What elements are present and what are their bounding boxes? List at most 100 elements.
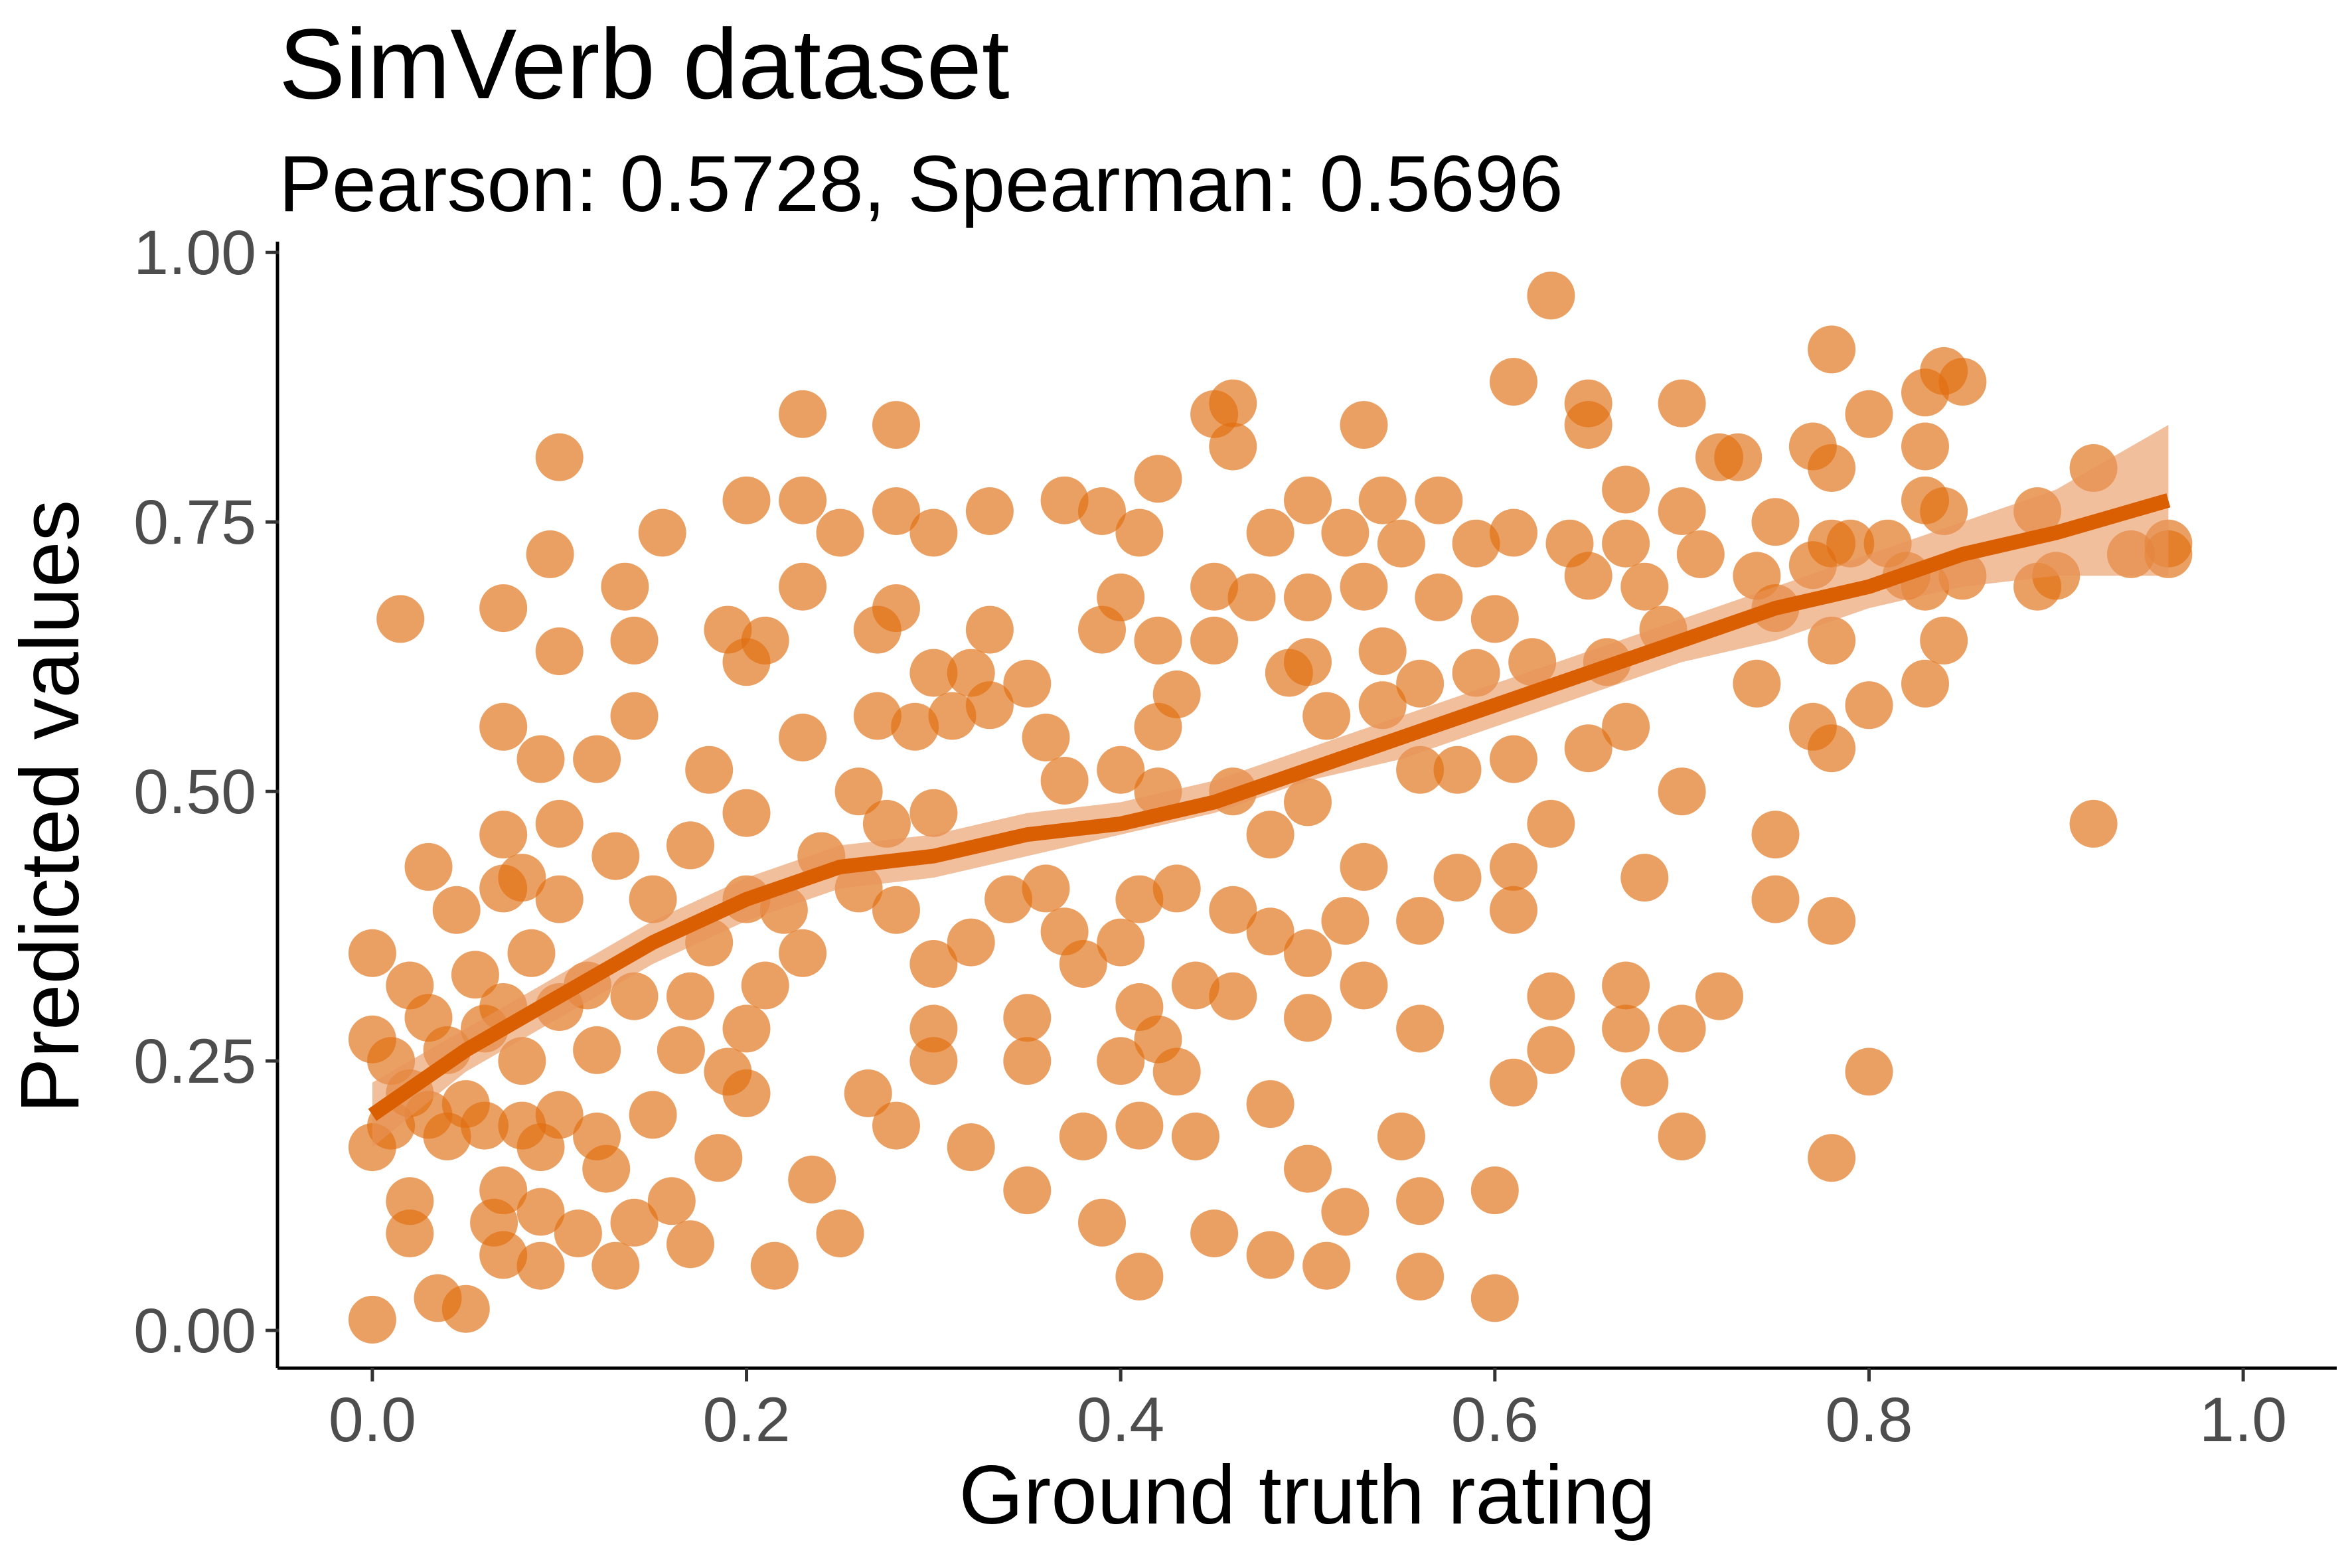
data-point: [984, 875, 1033, 923]
data-point: [872, 886, 920, 934]
data-point: [1901, 659, 1949, 708]
data-point: [1097, 1037, 1145, 1085]
y-axis-title: Predicted values: [4, 500, 96, 1113]
data-point: [1040, 757, 1089, 805]
data-point: [1396, 1177, 1445, 1225]
data-point: [535, 799, 584, 848]
data-point: [1059, 940, 1107, 988]
data-point: [1134, 455, 1182, 503]
data-point: [909, 649, 958, 697]
data-point: [1003, 1166, 1052, 1215]
data-point: [947, 918, 995, 967]
data-point: [816, 509, 864, 557]
data-point: [1415, 573, 1463, 621]
data-point: [722, 1069, 771, 1117]
data-point: [647, 1177, 696, 1225]
data-point: [610, 972, 659, 1020]
data-point: [1490, 1058, 1537, 1107]
data-point: [2069, 799, 2118, 848]
data-point: [1115, 1101, 1164, 1150]
data-point: [666, 1220, 714, 1269]
data-point: [591, 1241, 640, 1290]
data-point: [1115, 509, 1164, 557]
data-point: [872, 401, 920, 449]
data-point: [722, 789, 771, 837]
data-point: [1097, 918, 1145, 967]
data-point: [376, 595, 425, 643]
data-point: [535, 1091, 584, 1139]
data-point: [891, 702, 939, 751]
data-point: [1396, 1253, 1445, 1300]
data-point: [526, 530, 574, 578]
data-point: [1470, 1166, 1519, 1215]
data-point: [507, 929, 556, 977]
data-point: [1490, 886, 1537, 934]
data-point: [516, 1241, 565, 1290]
data-point: [1134, 616, 1182, 665]
data-point: [722, 476, 771, 524]
data-point: [1097, 745, 1145, 794]
data-point: [1751, 875, 1800, 923]
x-tick-label: 0.4: [1077, 1385, 1164, 1455]
data-point: [1302, 1241, 1351, 1290]
y-tick-label: 0.25: [133, 1026, 256, 1097]
data-point: [779, 476, 827, 524]
data-point: [1564, 552, 1612, 600]
data-point: [1415, 476, 1463, 524]
smooth-line: [368, 493, 2171, 1121]
data-point: [1845, 1048, 1893, 1096]
data-point: [573, 1026, 621, 1074]
data-point: [779, 390, 827, 438]
data-point: [1358, 476, 1407, 524]
data-point: [909, 509, 958, 557]
data-point: [1527, 972, 1575, 1020]
chart-title: SimVerb dataset: [279, 8, 1010, 119]
data-point: [479, 702, 528, 751]
data-point: [1620, 1058, 1669, 1107]
data-point: [1602, 465, 1650, 514]
data-point: [1284, 994, 1332, 1042]
data-point: [909, 789, 958, 837]
data-point: [479, 1166, 528, 1215]
data-point: [610, 692, 659, 740]
data-point: [1676, 530, 1725, 578]
data-point: [1246, 907, 1294, 956]
data-point: [498, 854, 546, 902]
data-point: [1115, 1253, 1164, 1300]
x-tick-label: 0.6: [1451, 1385, 1539, 1455]
data-point: [479, 1231, 528, 1279]
data-point: [1171, 1112, 1219, 1160]
data-point: [1751, 811, 1800, 859]
data-point: [1209, 379, 1257, 428]
data-point: [1358, 627, 1407, 676]
data-point: [1527, 1026, 1575, 1074]
data-point: [1040, 476, 1089, 524]
data-point: [947, 1123, 995, 1172]
data-point: [1658, 487, 1706, 535]
data-point: [1808, 724, 1856, 773]
data-point: [844, 1069, 892, 1117]
data-point: [1284, 1144, 1332, 1193]
data-point: [853, 692, 902, 740]
data-point: [1808, 1134, 1856, 1182]
data-point: [816, 1210, 864, 1257]
data-point: [741, 616, 789, 665]
data-point: [1321, 897, 1370, 945]
data-point: [1658, 1004, 1706, 1053]
data-point: [1377, 1112, 1425, 1160]
data-point: [535, 875, 584, 923]
data-point: [1003, 1037, 1052, 1085]
data-point: [741, 961, 789, 1010]
data-point: [694, 1134, 743, 1182]
data-point: [1938, 358, 1987, 406]
data-point: [965, 605, 1014, 654]
data-point: [1284, 929, 1332, 977]
data-point: [779, 929, 827, 977]
data-point: [451, 951, 499, 999]
data-point: [1396, 745, 1445, 794]
data-point: [1920, 616, 1968, 665]
data-point: [1602, 1004, 1650, 1053]
data-point: [1171, 961, 1219, 1010]
data-point: [1190, 616, 1239, 665]
